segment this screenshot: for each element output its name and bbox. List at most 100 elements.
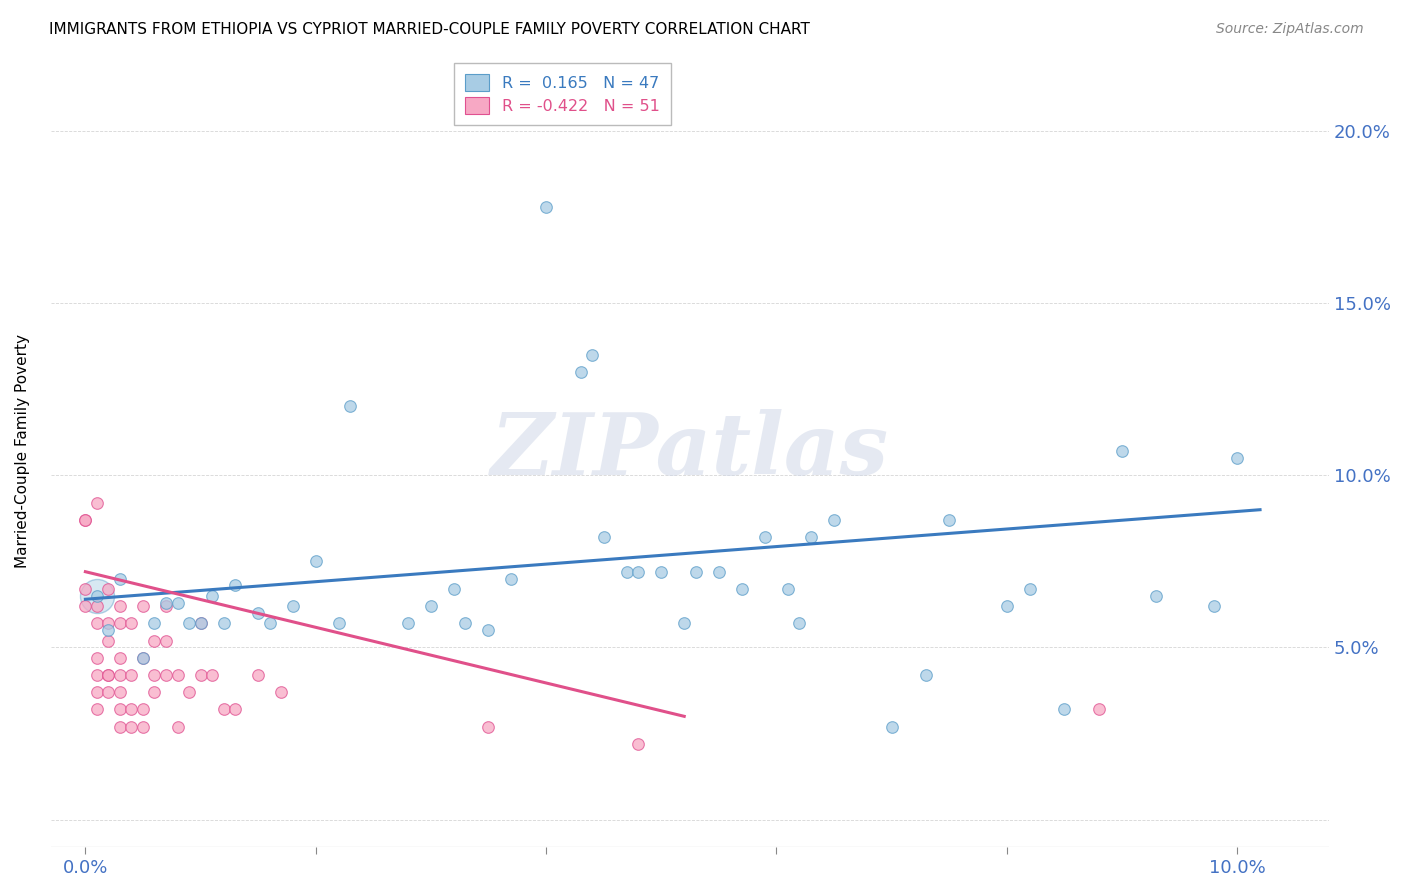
Point bbox=[534, 200, 557, 214]
Point bbox=[212, 616, 235, 631]
Point bbox=[120, 616, 142, 631]
Point bbox=[1018, 582, 1040, 596]
Point bbox=[419, 599, 441, 614]
Point bbox=[995, 599, 1018, 614]
Point bbox=[259, 616, 281, 631]
Point bbox=[120, 668, 142, 682]
Point bbox=[108, 599, 131, 614]
Point bbox=[789, 616, 811, 631]
Point bbox=[800, 530, 823, 544]
Point bbox=[339, 400, 361, 414]
Point bbox=[86, 650, 108, 665]
Point bbox=[1111, 444, 1133, 458]
Point bbox=[305, 554, 328, 568]
Point bbox=[201, 589, 224, 603]
Point bbox=[132, 720, 155, 734]
Point bbox=[270, 685, 292, 699]
Text: Source: ZipAtlas.com: Source: ZipAtlas.com bbox=[1216, 22, 1364, 37]
Point bbox=[143, 616, 166, 631]
Point bbox=[86, 496, 108, 510]
Point bbox=[673, 616, 696, 631]
Point bbox=[247, 668, 270, 682]
Point bbox=[477, 720, 499, 734]
Y-axis label: Married-Couple Family Poverty: Married-Couple Family Poverty bbox=[15, 334, 30, 568]
Point bbox=[569, 365, 592, 379]
Point bbox=[1226, 451, 1249, 466]
Point bbox=[75, 513, 97, 527]
Point bbox=[108, 668, 131, 682]
Point bbox=[75, 582, 97, 596]
Point bbox=[190, 616, 212, 631]
Point bbox=[97, 616, 120, 631]
Point bbox=[97, 582, 120, 596]
Legend: R =  0.165   N = 47, R = -0.422   N = 51: R = 0.165 N = 47, R = -0.422 N = 51 bbox=[454, 63, 671, 125]
Point bbox=[685, 565, 707, 579]
Point bbox=[776, 582, 799, 596]
Point bbox=[1202, 599, 1225, 614]
Point bbox=[224, 702, 246, 716]
Point bbox=[86, 685, 108, 699]
Point bbox=[97, 668, 120, 682]
Point bbox=[177, 616, 200, 631]
Point bbox=[1088, 702, 1111, 716]
Point bbox=[201, 668, 224, 682]
Point bbox=[627, 737, 650, 751]
Point bbox=[143, 685, 166, 699]
Point bbox=[132, 702, 155, 716]
Point bbox=[166, 668, 188, 682]
Point bbox=[581, 348, 603, 362]
Point bbox=[823, 513, 845, 527]
Point bbox=[190, 616, 212, 631]
Point bbox=[86, 616, 108, 631]
Text: IMMIGRANTS FROM ETHIOPIA VS CYPRIOT MARRIED-COUPLE FAMILY POVERTY CORRELATION CH: IMMIGRANTS FROM ETHIOPIA VS CYPRIOT MARR… bbox=[49, 22, 810, 37]
Point bbox=[120, 720, 142, 734]
Point bbox=[97, 633, 120, 648]
Point bbox=[108, 616, 131, 631]
Point bbox=[86, 599, 108, 614]
Point bbox=[75, 513, 97, 527]
Point bbox=[190, 668, 212, 682]
Point bbox=[616, 565, 638, 579]
Point bbox=[132, 599, 155, 614]
Point bbox=[86, 702, 108, 716]
Point bbox=[281, 599, 304, 614]
Point bbox=[86, 668, 108, 682]
Point bbox=[155, 599, 177, 614]
Point bbox=[108, 650, 131, 665]
Point bbox=[132, 650, 155, 665]
Point bbox=[501, 572, 523, 586]
Point bbox=[443, 582, 465, 596]
Point bbox=[86, 589, 108, 603]
Point bbox=[650, 565, 672, 579]
Point bbox=[224, 578, 246, 592]
Point bbox=[143, 633, 166, 648]
Point bbox=[731, 582, 754, 596]
Text: ZIPatlas: ZIPatlas bbox=[491, 409, 889, 493]
Point bbox=[166, 596, 188, 610]
Point bbox=[880, 720, 903, 734]
Point bbox=[97, 685, 120, 699]
Point bbox=[86, 589, 108, 603]
Point bbox=[155, 668, 177, 682]
Point bbox=[97, 668, 120, 682]
Point bbox=[915, 668, 938, 682]
Point bbox=[75, 599, 97, 614]
Point bbox=[108, 720, 131, 734]
Point bbox=[627, 565, 650, 579]
Point bbox=[1053, 702, 1076, 716]
Point bbox=[212, 702, 235, 716]
Point bbox=[1144, 589, 1167, 603]
Point bbox=[247, 606, 270, 620]
Point bbox=[166, 720, 188, 734]
Point bbox=[108, 685, 131, 699]
Point bbox=[143, 668, 166, 682]
Point bbox=[97, 624, 120, 638]
Point bbox=[108, 572, 131, 586]
Point bbox=[592, 530, 614, 544]
Point bbox=[155, 596, 177, 610]
Point bbox=[707, 565, 730, 579]
Point bbox=[328, 616, 350, 631]
Point bbox=[477, 624, 499, 638]
Point bbox=[454, 616, 477, 631]
Point bbox=[155, 633, 177, 648]
